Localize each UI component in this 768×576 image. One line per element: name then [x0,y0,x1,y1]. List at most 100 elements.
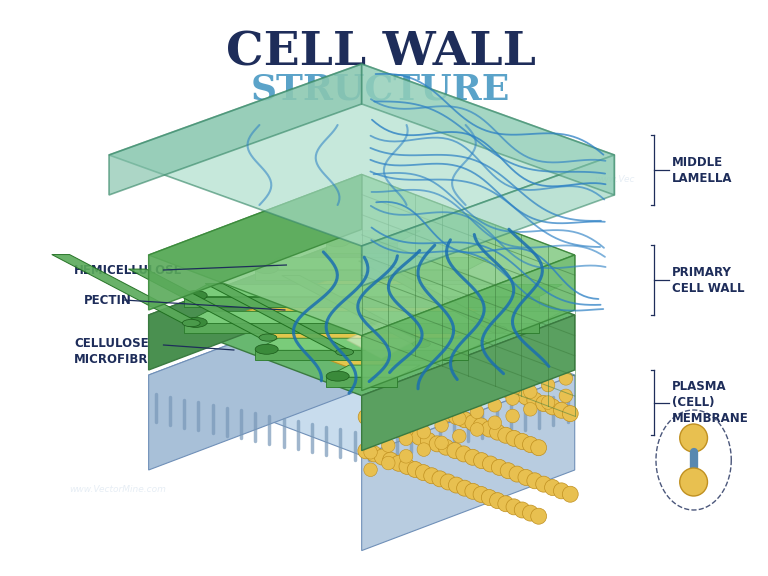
Text: MIDDLE
LAMELLA: MIDDLE LAMELLA [672,156,733,184]
Text: HEMICELLULOSE: HEMICELLULOSE [74,263,183,276]
Circle shape [474,453,489,469]
Circle shape [515,502,530,518]
Polygon shape [205,283,353,352]
Circle shape [382,452,399,468]
Ellipse shape [412,340,430,348]
Circle shape [358,374,374,391]
Circle shape [527,473,543,489]
Circle shape [524,385,537,399]
Circle shape [367,332,383,348]
Circle shape [429,355,445,372]
Circle shape [367,412,383,429]
Circle shape [488,416,502,430]
Polygon shape [184,312,562,324]
Circle shape [364,445,377,459]
Circle shape [376,416,392,431]
Text: .com: .com [337,355,359,365]
Polygon shape [149,294,362,470]
Circle shape [465,415,481,431]
Ellipse shape [184,290,207,301]
Ellipse shape [326,371,349,381]
Circle shape [541,396,554,410]
Circle shape [412,429,427,445]
Circle shape [457,412,472,427]
Circle shape [527,392,543,408]
Polygon shape [184,285,562,297]
Circle shape [492,379,507,395]
Circle shape [364,463,377,476]
Circle shape [470,423,484,436]
Circle shape [417,443,431,456]
Circle shape [554,402,569,418]
Circle shape [559,372,573,385]
Polygon shape [362,155,614,286]
Polygon shape [255,257,492,270]
Circle shape [680,468,707,496]
Polygon shape [347,322,416,358]
Circle shape [358,409,374,425]
Ellipse shape [326,237,349,247]
Polygon shape [149,234,362,370]
Circle shape [435,419,449,432]
Circle shape [536,476,551,492]
Circle shape [498,427,514,444]
Circle shape [385,339,401,354]
Circle shape [385,419,401,435]
Polygon shape [51,255,200,323]
Circle shape [358,328,374,344]
Circle shape [394,422,409,438]
Circle shape [554,483,569,499]
Circle shape [559,389,573,403]
Circle shape [489,492,505,509]
Text: PRIMARY
CELL WALL: PRIMARY CELL WALL [672,266,744,294]
Circle shape [531,508,547,524]
Polygon shape [149,294,574,456]
Polygon shape [326,231,420,243]
Polygon shape [223,268,500,373]
Circle shape [492,459,507,475]
Circle shape [545,479,561,495]
Circle shape [482,376,498,392]
Circle shape [562,486,578,502]
Polygon shape [255,270,468,280]
Circle shape [420,352,436,368]
Circle shape [424,468,439,484]
Circle shape [489,424,505,440]
Circle shape [474,372,489,388]
Circle shape [376,335,392,351]
Circle shape [482,421,497,437]
Polygon shape [109,64,362,195]
Circle shape [399,458,415,475]
Polygon shape [362,255,574,391]
Circle shape [440,406,456,422]
Polygon shape [282,275,430,344]
Circle shape [438,439,454,455]
Circle shape [482,456,498,472]
Circle shape [382,439,395,452]
Circle shape [506,392,519,406]
Circle shape [506,430,522,446]
Polygon shape [255,350,468,361]
Circle shape [531,439,547,456]
Circle shape [465,369,481,385]
Polygon shape [326,243,397,253]
Circle shape [465,483,481,499]
Circle shape [452,412,466,426]
Circle shape [518,389,534,405]
Circle shape [506,499,522,515]
Circle shape [432,402,448,418]
Polygon shape [128,269,276,338]
Circle shape [440,474,456,490]
Polygon shape [362,315,574,450]
Circle shape [456,446,472,462]
Polygon shape [149,175,362,310]
Ellipse shape [255,344,278,354]
Circle shape [415,396,432,412]
Circle shape [545,399,561,415]
Circle shape [522,437,538,453]
Polygon shape [255,338,492,350]
Circle shape [509,385,525,401]
Circle shape [509,466,525,482]
Circle shape [399,390,415,406]
Circle shape [500,382,516,398]
